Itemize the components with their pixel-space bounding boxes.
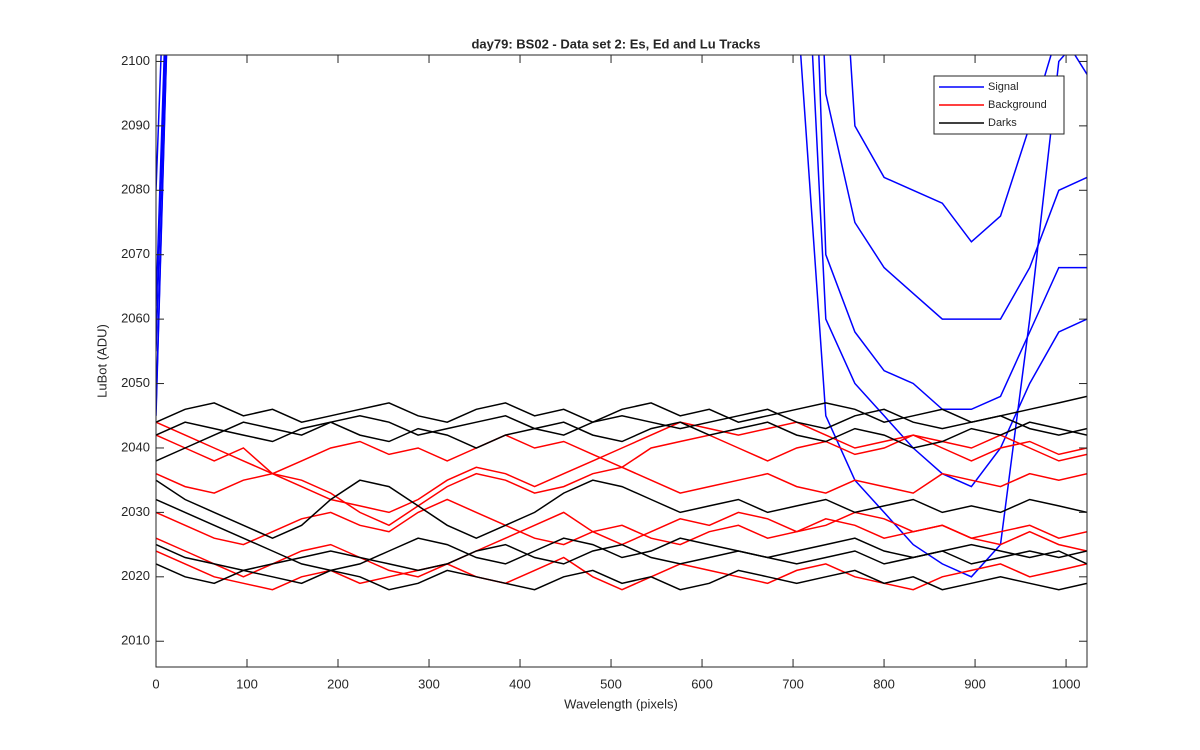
line-track [156,479,1087,540]
line-track [156,55,1087,320]
line-track [156,55,1087,411]
legend-label: Background [988,99,1047,111]
y-tick-label: 2040 [121,439,150,454]
x-tick-label: 400 [509,676,531,691]
line-track [156,466,1087,527]
y-tick-label: 2010 [121,633,150,648]
x-tick-label: 900 [964,676,986,691]
legend-label: Darks [988,117,1017,129]
x-tick-label: 700 [782,676,804,691]
x-tick-label: 800 [873,676,895,691]
line-track [156,550,1087,591]
line-track [156,498,1087,572]
axes-box [155,54,1088,668]
x-tick-label: 200 [327,676,349,691]
line-track [156,395,1087,424]
line-track [156,55,1087,488]
x-axis-label: Wavelength (pixels) [564,696,678,711]
y-tick-label: 2050 [121,375,150,390]
x-tick-label: 100 [236,676,258,691]
x-tick-label: 300 [418,676,440,691]
line-track [156,408,1087,462]
y-tick-label: 2020 [121,568,150,583]
line-track [156,421,1087,514]
x-tick-label: 0 [152,676,159,691]
line-track [156,563,1087,591]
y-tick-label: 2100 [121,53,150,68]
y-tick-label: 2080 [121,182,150,197]
x-tick-label: 1000 [1052,676,1081,691]
y-tick-label: 2090 [121,117,150,132]
plot-lines [156,55,1087,591]
line-track [156,55,1066,578]
x-tick-label: 600 [691,676,713,691]
y-tick-label: 2060 [121,311,150,326]
y-tick-label: 2030 [121,504,150,519]
line-track [156,55,1087,243]
y-tick-label: 2070 [121,246,150,261]
chart-title: day79: BS02 - Data set 2: Es, Ed and Lu … [471,36,760,51]
legend-label: Signal [988,81,1019,93]
line-track [156,421,1087,449]
y-axis-label: LuBot (ADU) [94,324,109,398]
x-tick-label: 500 [600,676,622,691]
